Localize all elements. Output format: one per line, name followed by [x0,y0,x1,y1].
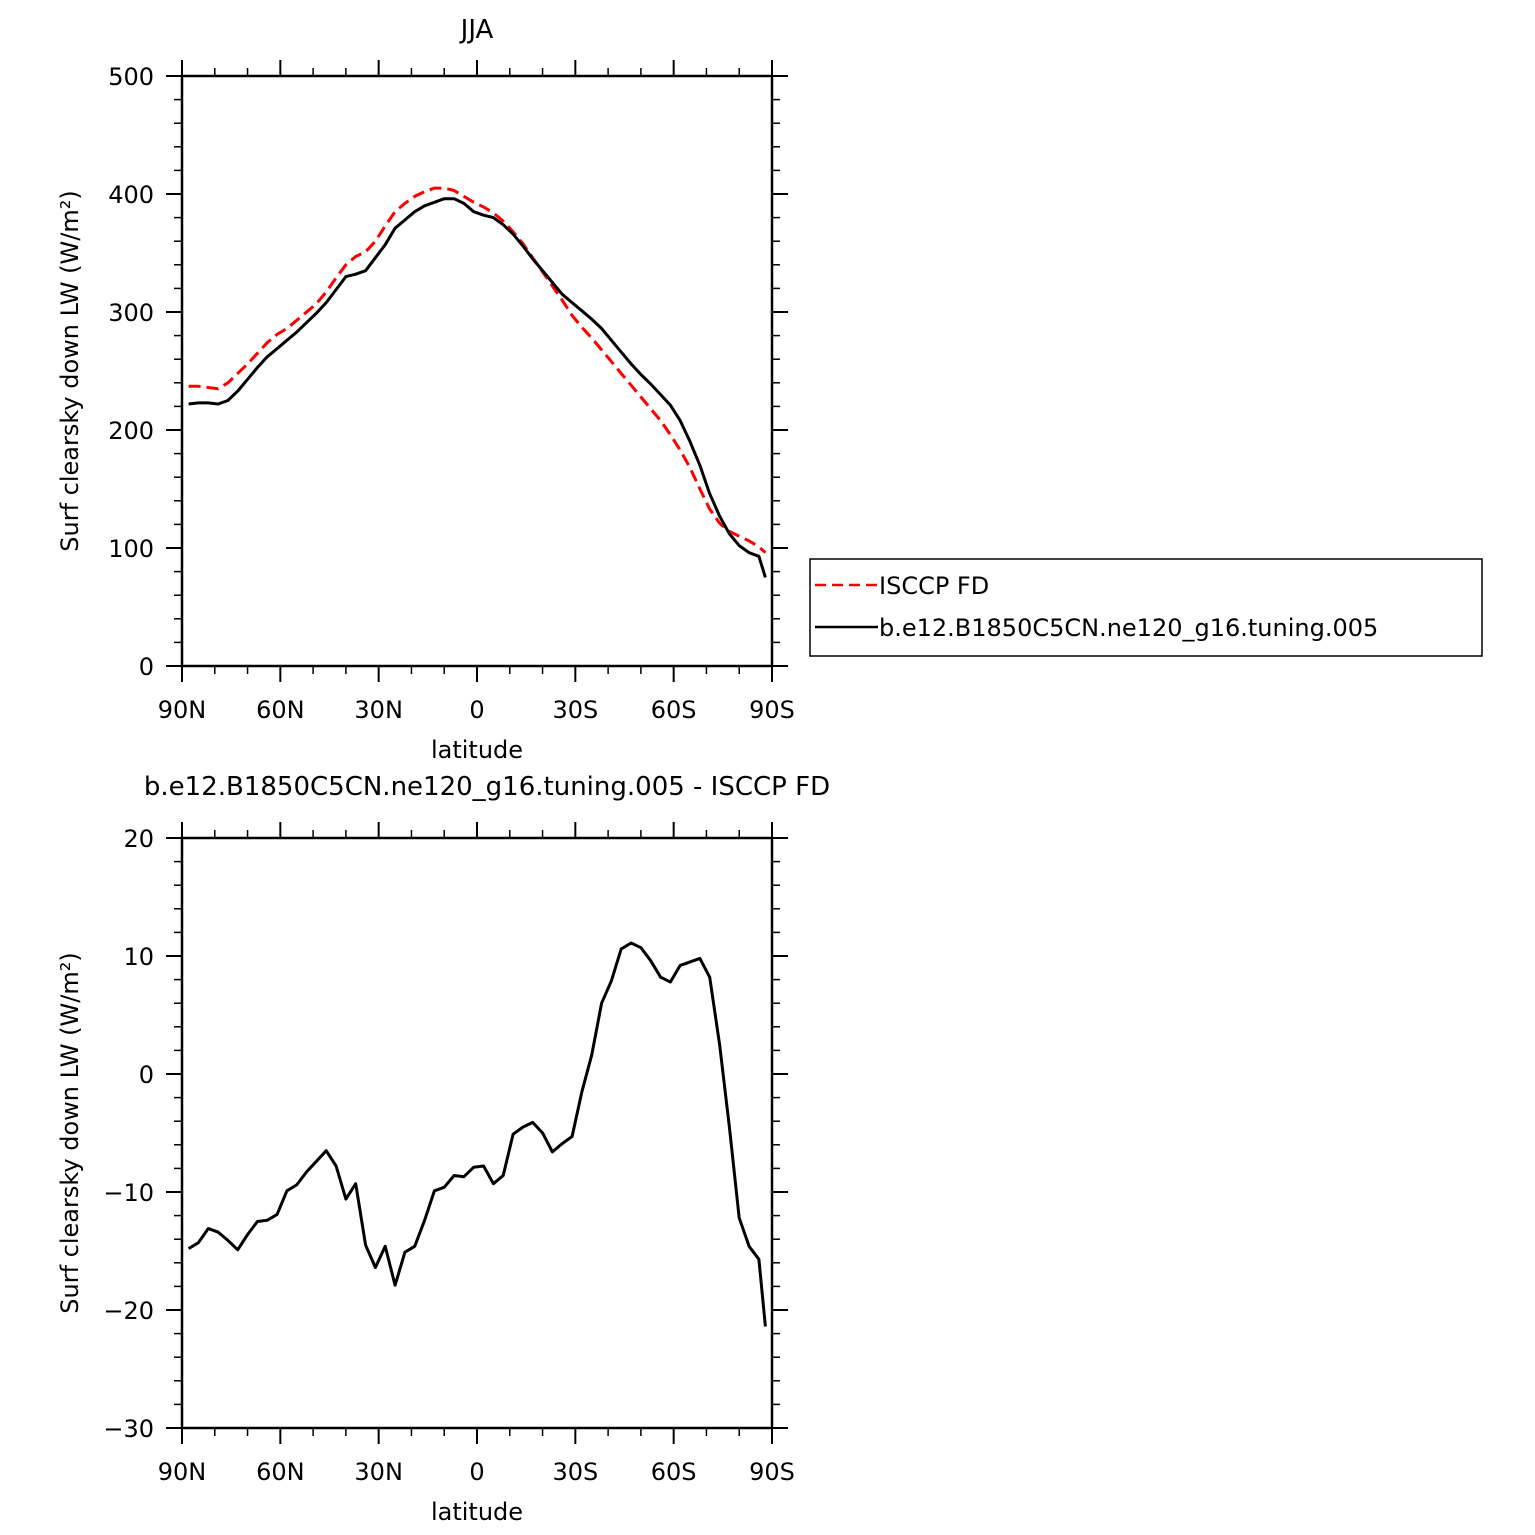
bottom-x-tick-label: 60S [651,1458,697,1486]
bottom-x-tick-label: 0 [469,1458,484,1486]
top-x-tick-label: 30N [354,696,403,724]
top-series-line-1 [188,197,767,578]
top-y-tick-label: 400 [108,181,154,209]
top-y-tick-label: 100 [108,535,154,563]
bottom-y-tick-label: −20 [103,1297,154,1325]
top-series-line-0 [188,186,767,554]
top-y-axis-label: Surf clearsky down LW (W/m²) [56,190,84,551]
top-x-tick-label: 60N [256,696,305,724]
bottom-y-tick-label: −30 [103,1415,154,1443]
bottom-x-tick-label: 90S [749,1458,795,1486]
bottom-x-tick-label: 90N [158,1458,207,1486]
top-y-tick-label: 200 [108,417,154,445]
legend-box [809,558,1483,657]
top-y-tick-label: 500 [108,63,154,91]
bottom-panel-ticks: −30 −20 −10 0 10 20 90N 60N 30N 0 30S 60S 90S [103,822,795,1486]
bottom-y-tick-label: 10 [123,943,154,971]
bottom-y-axis-label: Surf clearsky down LW (W/m²) [56,952,84,1313]
top-panel-ticks: 0 100 200 300 400 500 90N 60N 30N 0 30S 60S 90S [108,60,795,724]
top-x-tick-label: 30S [552,696,598,724]
bottom-x-axis-label: latitude [431,1498,523,1526]
bottom-panel: b.e12.B1850C5CN.ne120_g16.tuning.005 - I… [56,772,830,1526]
legend: ISCCP FD b.e12.B1850C5CN.ne120_g16.tunin… [809,558,1483,657]
bottom-panel-frame [180,836,774,1430]
bottom-x-tick-label: 30S [552,1458,598,1486]
legend-label-isccp: ISCCP FD [879,572,989,600]
bottom-x-tick-label: 30N [354,1458,403,1486]
top-x-axis-label: latitude [431,736,523,764]
bottom-y-tick-label: 0 [139,1061,154,1089]
legend-label-model: b.e12.B1850C5CN.ne120_g16.tuning.005 [879,614,1378,642]
top-x-tick-label: 60S [651,696,697,724]
bottom-panel-title: b.e12.B1850C5CN.ne120_g16.tuning.005 - I… [144,772,830,802]
top-panel-series [188,186,767,578]
top-panel-title: JJA [459,15,494,45]
top-x-tick-label: 0 [469,696,484,724]
top-x-tick-label: 90N [158,696,207,724]
bottom-series-line-0 [187,941,767,1327]
bottom-panel-series [187,941,767,1327]
top-y-tick-label: 0 [139,653,154,681]
bottom-y-tick-label: −10 [103,1179,154,1207]
bottom-x-tick-label: 60N [256,1458,305,1486]
top-y-tick-label: 300 [108,299,154,327]
top-panel-frame [180,74,774,668]
top-x-tick-label: 90S [749,696,795,724]
bottom-y-tick-label: 20 [123,825,154,853]
